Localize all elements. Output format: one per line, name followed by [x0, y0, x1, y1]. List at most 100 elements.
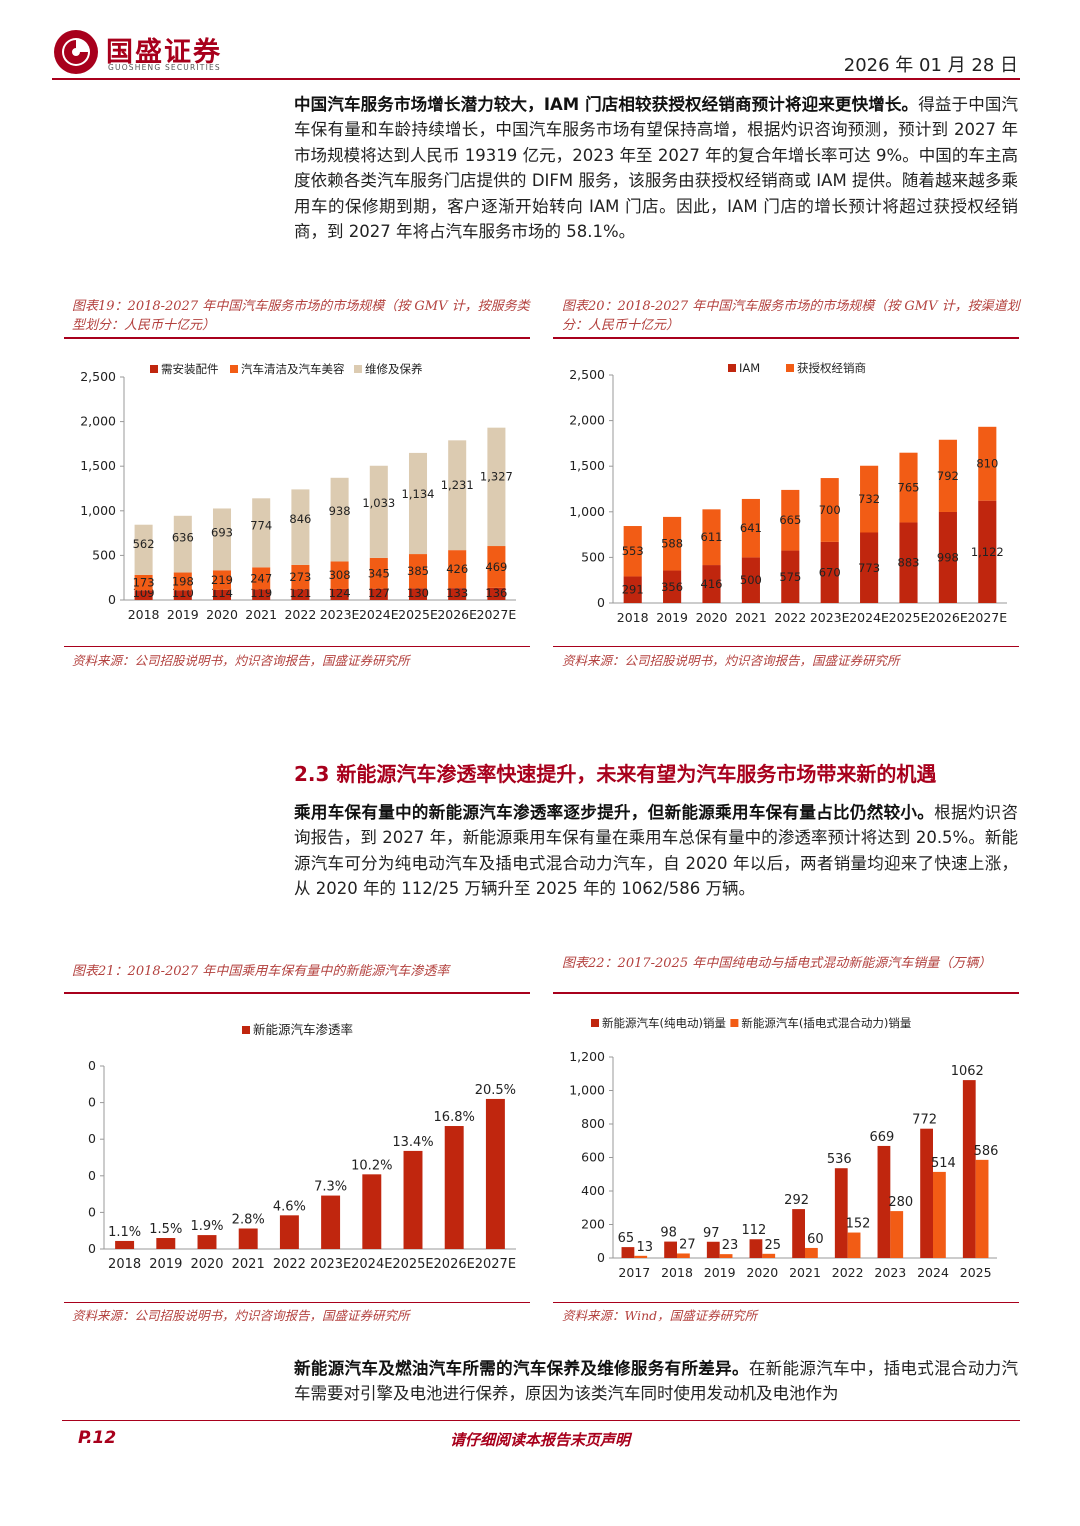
y-tick-label: 0	[597, 595, 605, 610]
paragraph-maintenance-diff: 新能源汽车及燃油汽车所需的汽车保养及维修服务有所差异。在新能源汽车中，插电式混合…	[294, 1356, 1018, 1407]
x-tick-label: 2026E	[437, 607, 477, 622]
bar	[975, 1159, 989, 1258]
y-tick-label: 400	[581, 1183, 605, 1198]
bar	[933, 1171, 946, 1258]
data-label: 1.9%	[190, 1219, 223, 1234]
figure-source: 资料来源：公司招股说明书，灼识咨询报告，国盛证券研究所	[72, 653, 410, 668]
bar-segment	[978, 500, 997, 603]
data-label: 291	[622, 583, 644, 597]
data-label: 4.6%	[273, 1199, 306, 1214]
y-tick-label: 0	[88, 1168, 96, 1183]
legend-label: 新能源汽车(纯电动)销量	[602, 1016, 726, 1030]
x-tick-label: 2025E	[889, 610, 929, 625]
y-tick-label: 500	[92, 547, 116, 562]
bar-segment	[663, 516, 682, 571]
data-label: 1,327	[480, 469, 513, 483]
source-rule	[64, 1302, 530, 1303]
bar-segment	[291, 489, 310, 565]
bar	[115, 1240, 135, 1249]
chart-fig19: 0 500 1,000 1,500 2,000 2,500 2018 2019 2020 2021…	[80, 362, 517, 622]
figure-source: 资料来源：公司招股说明书，灼识咨询报告，国盛证券研究所	[562, 653, 900, 668]
x-tick-label: 2020	[696, 610, 728, 625]
data-label: 2.8%	[232, 1213, 265, 1228]
x-tick-label: 2022	[832, 1265, 864, 1280]
legend-swatch	[591, 1019, 599, 1027]
y-tick-label: 1,500	[569, 458, 605, 473]
footer-rule	[62, 1420, 1020, 1421]
data-label: 136	[485, 586, 507, 600]
y-tick-label: 0	[88, 1204, 96, 1219]
x-tick-label: 2026E	[928, 610, 968, 625]
x-tick-label: 2022	[774, 610, 806, 625]
bar	[920, 1128, 933, 1258]
footer-notice: 请仔细阅读本报告末页声明	[449, 1431, 630, 1449]
x-tick-label: 2024E	[849, 610, 889, 625]
bar-segment	[663, 570, 682, 603]
x-tick-label: 2017	[618, 1265, 650, 1280]
figure-source: 资料来源：Wind，国盛证券研究所	[562, 1308, 758, 1323]
data-label: 1,134	[402, 487, 435, 501]
x-tick-label: 2019	[704, 1265, 736, 1280]
bar	[762, 1253, 776, 1258]
x-tick-label: 2019	[149, 1257, 182, 1272]
data-label: 112	[742, 1223, 767, 1238]
x-tick-label: 2027E	[477, 607, 517, 622]
x-tick-label: 2020	[746, 1265, 778, 1280]
logo-mark-icon	[54, 30, 98, 74]
data-label: 536	[827, 1152, 852, 1167]
page-number: P.12	[78, 1428, 117, 1448]
paragraph-lead: 中国汽车服务市场增长潜力较大，IAM 门店相较获授权经销商预计将迎来更快增长。	[294, 95, 919, 114]
bar	[634, 1255, 648, 1258]
bar-segment	[212, 508, 232, 571]
data-label: 13.4%	[392, 1135, 433, 1150]
data-label: 16.8%	[434, 1110, 475, 1125]
legend-label: 汽车清洁及汽车美容	[241, 362, 345, 376]
legend-swatch	[728, 364, 736, 372]
paragraph-nev-penetration: 乘用车保有量中的新能源汽车渗透率逐步提升，但新能源乘用车保有量占比仍然较小。根据…	[294, 800, 1018, 902]
x-tick-label: 2021	[232, 1257, 265, 1272]
bar-segment	[860, 465, 879, 533]
x-tick-label: 2020	[190, 1257, 223, 1272]
caption-rule	[553, 337, 1019, 339]
data-label: 247	[250, 571, 272, 585]
data-label: 130	[407, 586, 429, 600]
data-label: 562	[133, 537, 155, 551]
bar-segment	[623, 576, 642, 603]
bar-segment	[252, 498, 271, 568]
bar	[444, 1126, 464, 1249]
data-label: 641	[740, 521, 762, 535]
data-label: 124	[329, 586, 351, 600]
data-label: 1,033	[362, 496, 395, 510]
paragraph-body: 在新能源汽车中，插电式混合动力汽车需要对引擎及电池进行保养，原因为该类汽车同时使…	[294, 1359, 1019, 1404]
bar-segment	[252, 589, 271, 600]
bar	[834, 1168, 848, 1258]
y-tick-label: 1,000	[569, 504, 605, 519]
y-tick-label: 2,000	[569, 413, 605, 428]
y-tick-label: 200	[581, 1217, 605, 1232]
caption-rule	[553, 992, 1019, 994]
bar	[792, 1209, 805, 1258]
figure-caption: 图表22：2017-2025 年中国纯电动与插电式混动新能源汽车销量（万辆）	[562, 956, 992, 971]
bar-segment	[702, 565, 721, 603]
bar-segment	[448, 588, 467, 600]
data-label: 127	[368, 586, 390, 600]
x-tick-label: 2024E	[351, 1257, 392, 1272]
bar-segment	[330, 561, 349, 589]
legend-swatch	[242, 1026, 250, 1034]
data-label: 998	[937, 550, 959, 564]
x-tick-label: 2021	[789, 1265, 821, 1280]
data-label: 469	[485, 560, 507, 574]
legend-label: IAM	[739, 361, 760, 375]
x-tick-label: 2022	[284, 607, 316, 622]
bar-segment	[369, 557, 388, 589]
bar	[664, 1241, 677, 1258]
y-tick-label: 0	[88, 1241, 96, 1256]
bar-segment	[741, 498, 760, 558]
bar	[677, 1253, 690, 1258]
bar-segment	[820, 541, 839, 603]
legend-swatch	[230, 365, 238, 373]
x-tick-label: 2023E	[810, 610, 850, 625]
paragraph-market-growth: 中国汽车服务市场增长潜力较大，IAM 门店相较获授权经销商预计将迎来更快增长。得…	[294, 92, 1018, 244]
x-tick-label: 2023E	[320, 607, 360, 622]
data-label: 121	[289, 586, 311, 600]
